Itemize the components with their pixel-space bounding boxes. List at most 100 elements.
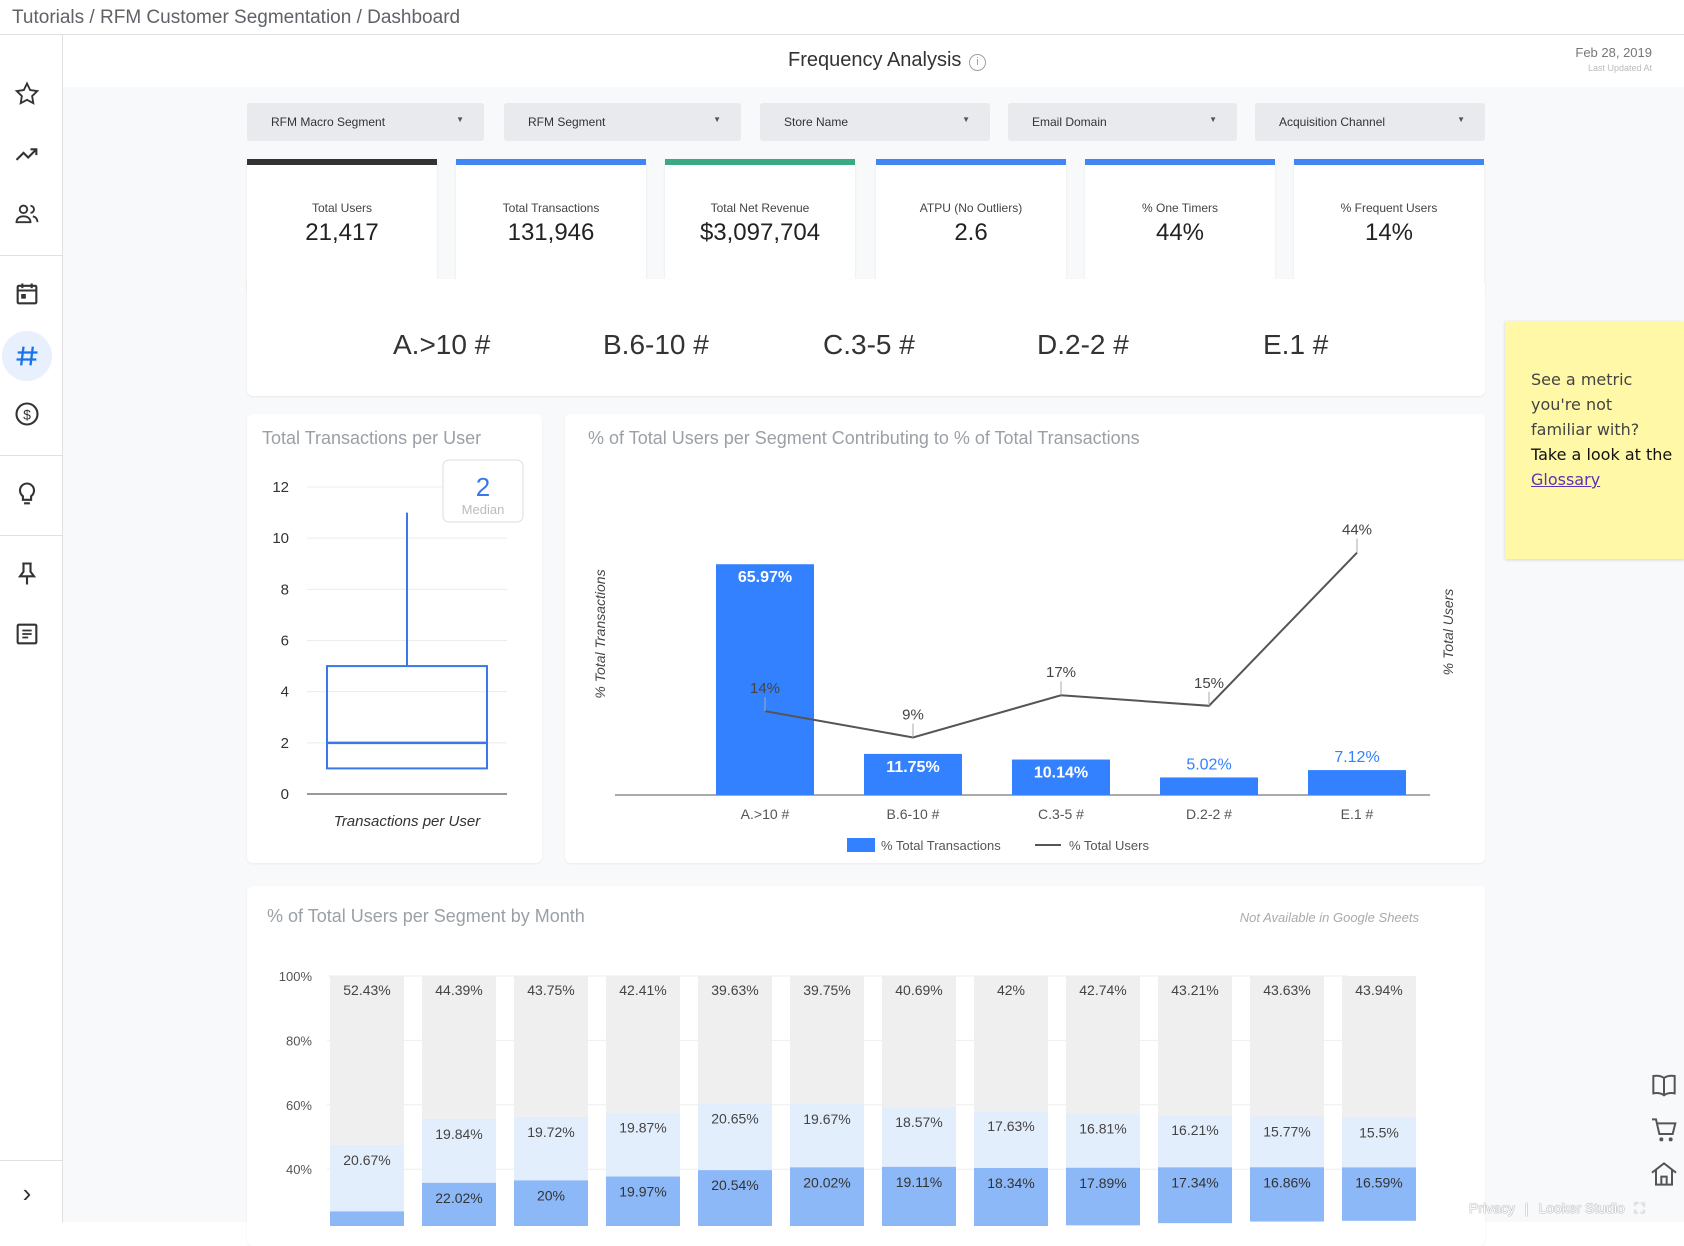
stack-segment-third — [698, 1170, 772, 1226]
kpi-frequent-users: % Frequent Users 14% — [1294, 159, 1484, 294]
y-tick-label: 4 — [281, 684, 289, 701]
footer-separator: | — [1524, 1200, 1529, 1216]
glossary-link[interactable]: Glossary — [1531, 470, 1601, 489]
fullscreen-icon[interactable]: ⛶ — [1634, 1200, 1645, 1216]
last-updated-date: Feb 28, 2019 — [1575, 45, 1652, 60]
median-scorecard — [442, 459, 524, 523]
stack-segment-top — [698, 976, 772, 1104]
chart-title: % of Total Users per Segment by Month — [267, 906, 585, 926]
bar — [1012, 759, 1110, 795]
book-icon[interactable] — [1648, 1070, 1680, 1102]
page-title: Frequency Analysis — [788, 49, 962, 71]
stack-segment-second — [974, 1111, 1048, 1169]
segment-button[interactable]: C.3-5 # — [823, 329, 915, 360]
stack-segment-second — [1342, 1117, 1416, 1168]
sticky-line: familiar with? — [1531, 420, 1640, 439]
stack-data-label: 22.02% — [435, 1190, 482, 1206]
star-icon[interactable] — [11, 78, 43, 110]
y-axis-label-right: % Total Users — [1440, 589, 1456, 676]
segment-button[interactable]: E.1 # — [1263, 329, 1329, 360]
sidebar-divider — [0, 535, 62, 536]
stack-segment-second — [882, 1107, 956, 1167]
kpi-value: 44% — [1155, 219, 1205, 246]
line-data-label: 17% — [1046, 664, 1076, 681]
stack-segment-top — [974, 976, 1048, 1112]
kpi-accent-bar — [1294, 159, 1484, 165]
bar — [1308, 770, 1406, 795]
stack-segment-top — [1250, 976, 1324, 1117]
stack-data-label: 16.59% — [1355, 1174, 1402, 1190]
kpi-label: Total Users — [311, 201, 373, 215]
y-tick-label: 12 — [272, 479, 289, 496]
info-icon[interactable]: i — [969, 54, 986, 71]
y-tick-label: 40% — [286, 1162, 312, 1177]
dollar-icon[interactable]: $ — [11, 398, 43, 430]
kpi-label: % One Timers — [1141, 201, 1219, 215]
segment-button[interactable]: A.>10 # — [393, 329, 491, 360]
breadcrumb[interactable]: Tutorials / RFM Customer Segmentation / … — [12, 7, 461, 28]
dropdown-arrow-icon: ▼ — [456, 115, 464, 124]
looker-studio-link[interactable]: Looker Studio — [1538, 1200, 1625, 1216]
line-series — [764, 551, 1358, 739]
kpi-total-transactions: Total Transactions 131,946 — [456, 159, 646, 294]
trending-up-icon[interactable] — [11, 138, 43, 170]
kpi-label: ATPU (No Outliers) — [919, 201, 1023, 215]
stack-segment-top — [1342, 976, 1416, 1118]
calendar-icon[interactable] — [11, 278, 43, 310]
segment-button[interactable]: D.2-2 # — [1037, 329, 1129, 360]
y-tick-label: 10 — [272, 530, 289, 547]
stack-data-label: 52.43% — [343, 982, 390, 998]
filter-email-domain[interactable]: Email Domain ▼ — [1008, 103, 1237, 141]
bar — [864, 753, 962, 795]
sidebar: $ › — [0, 35, 63, 1222]
x-axis-label: Transactions per User — [334, 813, 481, 830]
lightbulb-icon[interactable] — [11, 478, 43, 510]
stack-segment-top — [606, 976, 680, 1113]
stack-data-label: 42.74% — [1079, 982, 1126, 998]
stack-data-label: 17.89% — [1079, 1175, 1126, 1191]
filter-rfm-macro-segment[interactable]: RFM Macro Segment ▼ — [247, 103, 484, 141]
filter-rfm-segment[interactable]: RFM Segment ▼ — [504, 103, 741, 141]
stack-segment-second — [1250, 1116, 1324, 1168]
median-label: Median — [462, 502, 505, 517]
bar — [1160, 777, 1258, 795]
filter-label: Email Domain — [1032, 115, 1107, 129]
stack-data-label: 42.41% — [619, 982, 666, 998]
document-icon[interactable] — [11, 618, 43, 650]
kpi-total-users: Total Users 21,417 — [247, 159, 437, 294]
stack-segment-third — [882, 1166, 956, 1226]
stack-segment-top — [790, 976, 864, 1104]
stack-data-label: 19.11% — [896, 1174, 942, 1190]
pin-icon[interactable] — [11, 558, 43, 590]
sidebar-divider — [0, 455, 62, 456]
chart-title: % of Total Users per Segment Contributin… — [588, 428, 1140, 448]
stack-data-label: 16.21% — [1171, 1122, 1218, 1138]
kpi-value: 2.6 — [954, 219, 988, 246]
legend-swatch-bar — [847, 838, 875, 852]
expand-icon[interactable]: › — [22, 1177, 32, 1208]
y-tick-label: 8 — [281, 581, 289, 598]
stack-segment-top — [882, 976, 956, 1108]
y-tick-label: 6 — [281, 633, 289, 650]
combo-chart: 65.97% A.>10 # 11.75% B.6-10 # 10.14% C.3-5 #… — [592, 522, 1456, 853]
stack-segment-third — [330, 1211, 404, 1226]
filter-store-name[interactable]: Store Name ▼ — [760, 103, 990, 141]
stacked-chart: 100% 80% 60% 40% 52.43% 20.67% 44.39% 19.84% 22.… — [279, 969, 1416, 1226]
sticky-note-text: See a metric you're not familiar with? T… — [1531, 367, 1681, 492]
people-icon[interactable] — [11, 198, 43, 230]
combo-chart-card: % of Total Users per Segment Contributin… — [565, 414, 1485, 863]
privacy-link[interactable]: Privacy — [1469, 1200, 1515, 1216]
report-canvas: Frequency Analysis i Feb 28, 2019 Last U… — [63, 35, 1684, 1246]
dropdown-arrow-icon: ▼ — [962, 115, 970, 124]
home-icon[interactable] — [1648, 1158, 1680, 1190]
hashtag-icon[interactable] — [2, 331, 52, 381]
stack-data-label: 39.63% — [711, 982, 758, 998]
kpi-value: $3,097,704 — [699, 219, 821, 246]
sidebar-divider — [0, 255, 62, 256]
cart-icon[interactable] — [1648, 1114, 1680, 1146]
y-tick-label: 60% — [286, 1098, 312, 1113]
stack-data-label: 18.57% — [895, 1114, 942, 1130]
filter-acquisition-channel[interactable]: Acquisition Channel ▼ — [1255, 103, 1485, 141]
kpi-total-net-revenue: Total Net Revenue $3,097,704 — [665, 159, 855, 294]
segment-button[interactable]: B.6-10 # — [603, 329, 709, 360]
